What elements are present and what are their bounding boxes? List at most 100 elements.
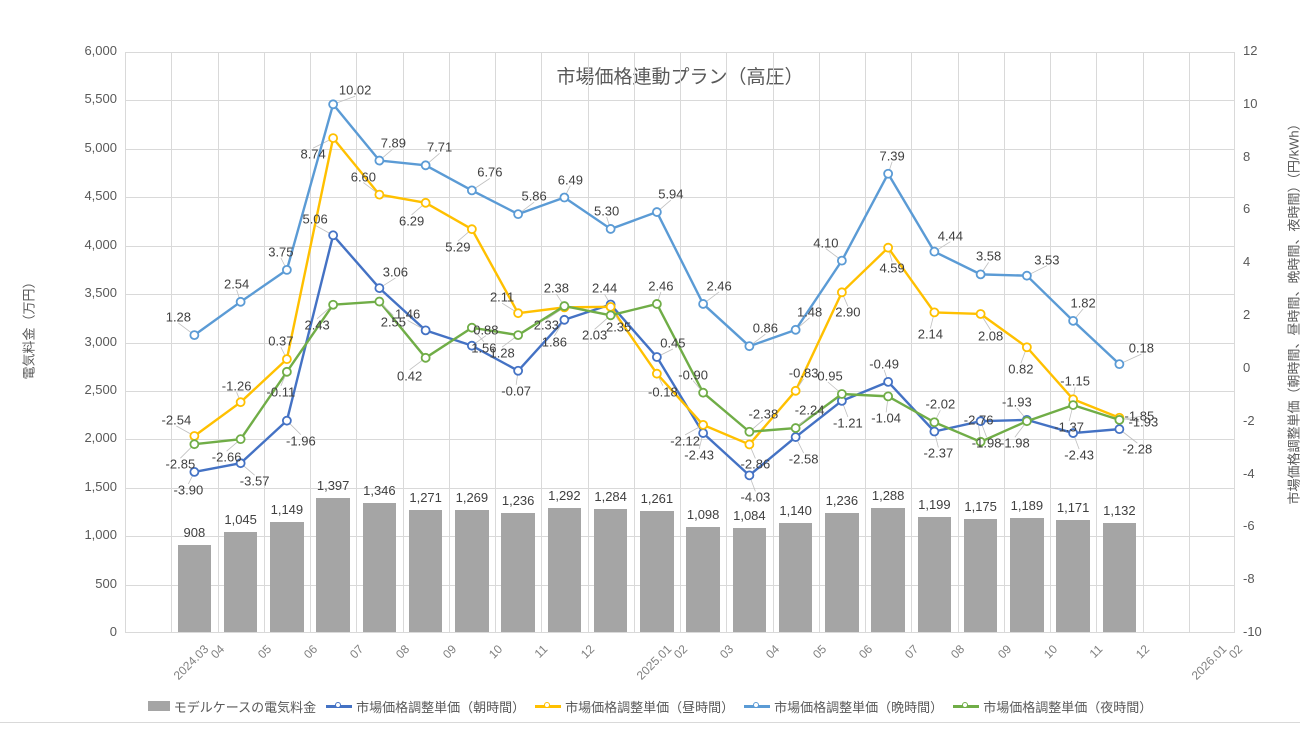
x-axis-tick-label: 04 (763, 642, 783, 662)
data-point-marker (605, 310, 616, 321)
bar (547, 507, 582, 633)
legend-item[interactable]: 市場価格調整単価（晩時間） (744, 697, 943, 716)
line-series (176, 95, 1144, 492)
bar-value-label: 1,346 (363, 482, 396, 498)
data-point-marker (374, 189, 385, 200)
y-axis-left-tick-label: 4,000 (84, 236, 117, 252)
data-point-marker (281, 264, 292, 275)
data-point-marker (1114, 424, 1125, 435)
bar (871, 508, 905, 633)
y-axis-left-tick-label: 3,000 (84, 333, 117, 349)
data-point-marker (836, 389, 847, 399)
data-point-marker (513, 365, 524, 376)
legend-bar-swatch-icon (147, 701, 170, 711)
point-value-label: -2.54 (161, 412, 192, 428)
point-value-label: 0.37 (268, 333, 294, 349)
bar-value-label: 1,236 (501, 493, 535, 509)
bar-value-label: 1,149 (270, 501, 304, 517)
category-gridline (1003, 52, 1005, 633)
data-point-marker (513, 330, 524, 341)
legend-item[interactable]: 市場価格調整単価（夜時間） (953, 697, 1152, 716)
plot-area: 908 1,045 1,149 1,397 1,346 1,271 1,269 1,236 1,… (125, 52, 1235, 633)
legend-label: 市場価格調整単価（晩時間） (774, 699, 944, 715)
data-point-marker (1068, 428, 1079, 438)
x-axis-tick-label: 05 (809, 642, 829, 662)
point-value-label: 6.49 (557, 172, 584, 187)
point-value-label: -2.02 (925, 396, 956, 412)
data-point-marker (883, 168, 894, 179)
x-axis-tick-label: 02 (670, 642, 691, 662)
data-point-marker (790, 432, 801, 442)
point-value-label: -2.66 (211, 449, 242, 465)
bar (316, 497, 350, 633)
point-value-label: -2.12 (670, 433, 700, 449)
point-value-label: -2.38 (748, 406, 779, 422)
point-value-label: 3.53 (1034, 252, 1060, 268)
data-point-marker (328, 230, 339, 241)
category-gridline (402, 52, 404, 633)
point-value-label: -1.93 (1002, 394, 1032, 410)
point-value-label: -2.86 (740, 456, 771, 472)
point-value-label: 5.29 (445, 239, 471, 255)
y-axis-left-tick-label: 5,500 (84, 91, 117, 107)
category-gridline (1188, 52, 1190, 633)
point-value-label: 7.89 (380, 135, 407, 151)
data-point-marker (1114, 359, 1125, 370)
x-axis-tick-label: 08 (948, 642, 968, 662)
data-point-marker (975, 269, 986, 280)
point-value-label: 0.42 (396, 368, 423, 384)
bar-value-label: 1,189 (1010, 497, 1044, 513)
data-point-marker (698, 428, 709, 438)
data-point-marker (189, 431, 200, 441)
data-point-marker (466, 322, 477, 333)
y-axis-left-title: 電気料金（万円） (21, 275, 37, 380)
data-point-marker (281, 354, 292, 365)
x-axis-tick-label: 2025.01 (633, 642, 674, 683)
legend-label: モデルケースの電気料金 (173, 699, 317, 715)
chart-title: 市場価格連動プラン（高圧） (556, 67, 804, 88)
point-value-label: -0.95 (813, 368, 843, 384)
legend-item[interactable]: 市場価格調整単価（朝時間） (326, 697, 525, 716)
data-point-marker (235, 296, 246, 307)
point-value-label: 1.28 (165, 309, 192, 325)
category-gridline (171, 52, 173, 633)
x-axis-tick-label: 07 (347, 642, 367, 662)
x-axis-tick-label: 03 (717, 642, 737, 662)
point-value-label: 1.82 (1070, 295, 1096, 311)
category-gridline (772, 52, 774, 633)
data-point-marker (1068, 315, 1079, 326)
data-point-marker (466, 340, 477, 351)
data-point-marker (1021, 416, 1032, 427)
category-gridline (957, 52, 959, 633)
data-point-marker (698, 299, 709, 309)
category-gridline (263, 52, 265, 633)
bar (593, 508, 628, 633)
bar (270, 521, 304, 633)
point-value-label: 5.06 (302, 211, 328, 227)
legend-item[interactable]: 市場価格調整単価（昼時間） (535, 697, 734, 716)
point-value-label: 5.94 (658, 186, 684, 202)
data-point-marker (420, 352, 431, 363)
point-value-label: -0.11 (266, 384, 296, 400)
legend-item[interactable]: モデルケースの電気料金 (147, 697, 317, 716)
point-value-label: -0.83 (788, 365, 819, 381)
data-point-marker (374, 155, 385, 166)
bar-value-label: 1,284 (594, 488, 627, 504)
bar (732, 528, 767, 633)
point-value-label: -0.18 (648, 384, 678, 400)
category-gridline (217, 52, 219, 633)
data-point-marker (790, 324, 801, 335)
point-value-label: -1.98 (971, 435, 1002, 451)
point-value-label: 0.45 (660, 335, 686, 351)
data-point-marker (651, 299, 662, 309)
point-value-label: 8.74 (300, 146, 326, 162)
point-value-label: -4.03 (740, 489, 771, 505)
x-axis-tick-label: 2024.03 (170, 642, 212, 683)
legend-line-marker-icon (535, 701, 562, 711)
bar-value-label: 1,084 (733, 508, 766, 524)
y-axis-right-tick-label: -6 (1243, 518, 1255, 534)
point-value-label: -1.15 (1060, 373, 1090, 389)
x-axis-tick-label: 06 (300, 642, 321, 662)
data-point-marker (559, 301, 570, 311)
point-value-label: 2.38 (543, 280, 570, 296)
